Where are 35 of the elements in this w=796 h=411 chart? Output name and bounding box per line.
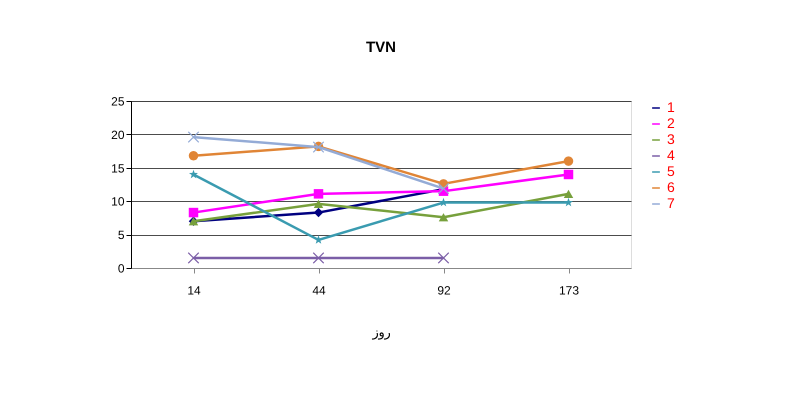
point (438, 252, 450, 264)
point (188, 170, 198, 178)
point (188, 252, 200, 264)
legend-label: 5 (667, 163, 675, 179)
legend-label: 1 (667, 99, 675, 115)
chart-title: TVN (366, 39, 396, 56)
point (564, 156, 574, 166)
y-tick-label: 25 (111, 94, 125, 108)
x-tick-label: 92 (437, 284, 451, 298)
y-tick-label: 15 (111, 161, 125, 176)
point (564, 190, 574, 198)
point (314, 208, 324, 218)
x-axis-title: روز (372, 324, 390, 340)
y-tick-label: 20 (111, 128, 125, 142)
point (188, 151, 198, 161)
point (314, 200, 324, 208)
x-tick-label: 44 (312, 284, 326, 298)
x-tick-label: 173 (558, 284, 580, 298)
legend-label: 6 (667, 179, 675, 195)
point (438, 198, 448, 206)
legend-label: 3 (667, 131, 675, 147)
legend-label: 7 (667, 195, 675, 211)
point (314, 189, 324, 199)
point (564, 198, 574, 206)
y-tick-label: 5 (118, 228, 125, 242)
y-tick-label: 0 (118, 262, 125, 276)
legend-label: 2 (667, 115, 675, 131)
point (438, 213, 448, 222)
legend-label: 4 (667, 147, 675, 163)
point (564, 170, 574, 180)
point (188, 208, 198, 218)
y-tick-label: 10 (111, 194, 125, 209)
point (312, 252, 324, 264)
x-tick-label: 14 (187, 284, 201, 298)
point (188, 131, 200, 143)
